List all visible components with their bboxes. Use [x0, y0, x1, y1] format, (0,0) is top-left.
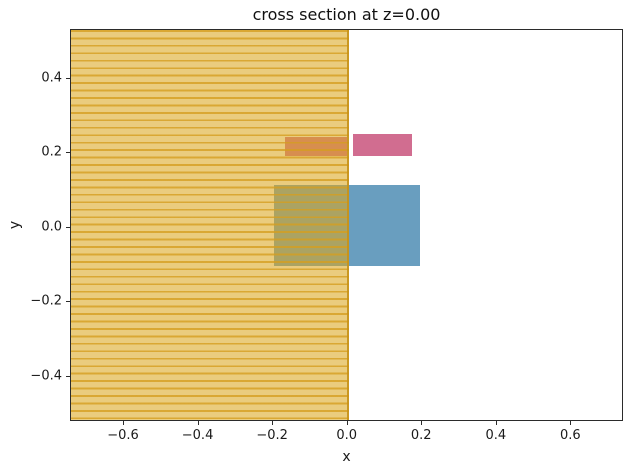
x-tick-mark — [421, 421, 423, 425]
x-axis-label: x — [342, 449, 351, 465]
x-tick-mark — [272, 421, 274, 425]
x-tick-label: 0.6 — [560, 428, 581, 443]
x-tick-label: −0.6 — [107, 428, 139, 443]
y-tick-mark — [66, 77, 70, 79]
x-tick-label: 0.0 — [336, 428, 358, 443]
y-tick-mark — [66, 301, 70, 303]
y-tick-label: 0.2 — [41, 144, 62, 160]
y-tick-mark — [66, 226, 70, 228]
slab-yellow-hatched — [71, 30, 349, 420]
y-tick-label: −0.4 — [30, 368, 62, 384]
x-tick-label: 0.4 — [485, 428, 507, 443]
y-tick-mark — [66, 152, 70, 154]
x-tick-mark — [495, 421, 497, 425]
x-tick-mark — [197, 421, 199, 425]
x-tick-mark — [570, 421, 572, 425]
x-tick-mark — [123, 421, 124, 425]
x-tick-mark — [346, 421, 348, 425]
box-pink-right — [352, 133, 412, 157]
y-axis-label: y — [7, 220, 23, 230]
x-tick-label: −0.4 — [181, 428, 214, 443]
x-tick-label: −0.2 — [256, 428, 288, 443]
x-tick-label: 0.2 — [410, 428, 432, 443]
y-tick-mark — [66, 375, 70, 377]
y-tick-label: −0.2 — [30, 293, 62, 309]
chart-title: cross section at z=0.00 — [252, 5, 441, 24]
plot-area — [71, 30, 622, 420]
y-tick-label: 0.4 — [41, 70, 62, 86]
y-tick-label: 0.0 — [41, 219, 62, 235]
